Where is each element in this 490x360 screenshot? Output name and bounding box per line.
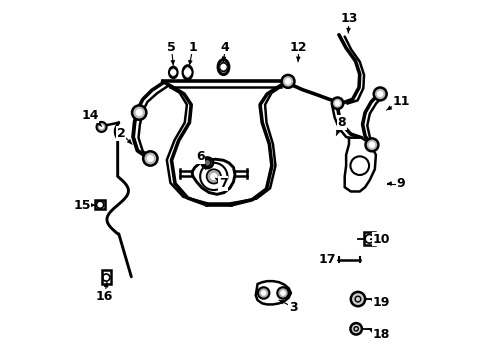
Circle shape: [281, 291, 285, 295]
Circle shape: [366, 138, 378, 151]
Circle shape: [282, 75, 294, 88]
Polygon shape: [101, 270, 111, 284]
Ellipse shape: [218, 59, 229, 75]
Circle shape: [211, 174, 217, 179]
Text: 14: 14: [81, 109, 99, 122]
Polygon shape: [256, 281, 291, 305]
Circle shape: [136, 110, 142, 116]
Text: 3: 3: [289, 301, 298, 314]
Text: 16: 16: [96, 290, 113, 303]
Text: 9: 9: [397, 177, 405, 190]
Polygon shape: [364, 232, 375, 245]
Text: 1: 1: [189, 41, 197, 54]
Text: 8: 8: [338, 116, 346, 129]
Text: 19: 19: [372, 296, 390, 309]
Circle shape: [374, 87, 387, 100]
Circle shape: [132, 105, 147, 120]
Text: 17: 17: [318, 253, 336, 266]
Text: 15: 15: [73, 199, 91, 212]
Ellipse shape: [220, 63, 227, 72]
Ellipse shape: [201, 157, 213, 168]
Circle shape: [351, 292, 365, 306]
Circle shape: [286, 79, 291, 84]
Polygon shape: [192, 159, 235, 194]
Text: 4: 4: [221, 41, 230, 54]
Circle shape: [277, 287, 289, 299]
Ellipse shape: [183, 66, 192, 79]
Circle shape: [100, 125, 103, 129]
Circle shape: [207, 169, 221, 184]
Text: 5: 5: [167, 41, 176, 54]
Circle shape: [143, 151, 157, 166]
Circle shape: [258, 287, 270, 299]
Text: 10: 10: [372, 233, 390, 246]
Text: 2: 2: [117, 127, 125, 140]
Polygon shape: [95, 200, 105, 210]
Text: 6: 6: [196, 150, 204, 163]
Circle shape: [332, 98, 343, 109]
Text: 12: 12: [290, 41, 308, 54]
Circle shape: [184, 69, 191, 76]
Circle shape: [378, 91, 383, 96]
Text: 7: 7: [219, 177, 228, 190]
Text: 18: 18: [372, 328, 390, 341]
Text: 13: 13: [341, 12, 358, 25]
Polygon shape: [344, 138, 376, 192]
Circle shape: [262, 291, 266, 295]
Circle shape: [97, 122, 107, 132]
Circle shape: [369, 142, 374, 147]
Circle shape: [147, 156, 153, 161]
Text: 11: 11: [392, 95, 410, 108]
Circle shape: [350, 323, 362, 334]
Circle shape: [335, 101, 340, 105]
Circle shape: [221, 64, 226, 69]
Circle shape: [204, 159, 211, 166]
Circle shape: [171, 70, 176, 75]
Ellipse shape: [170, 67, 177, 78]
